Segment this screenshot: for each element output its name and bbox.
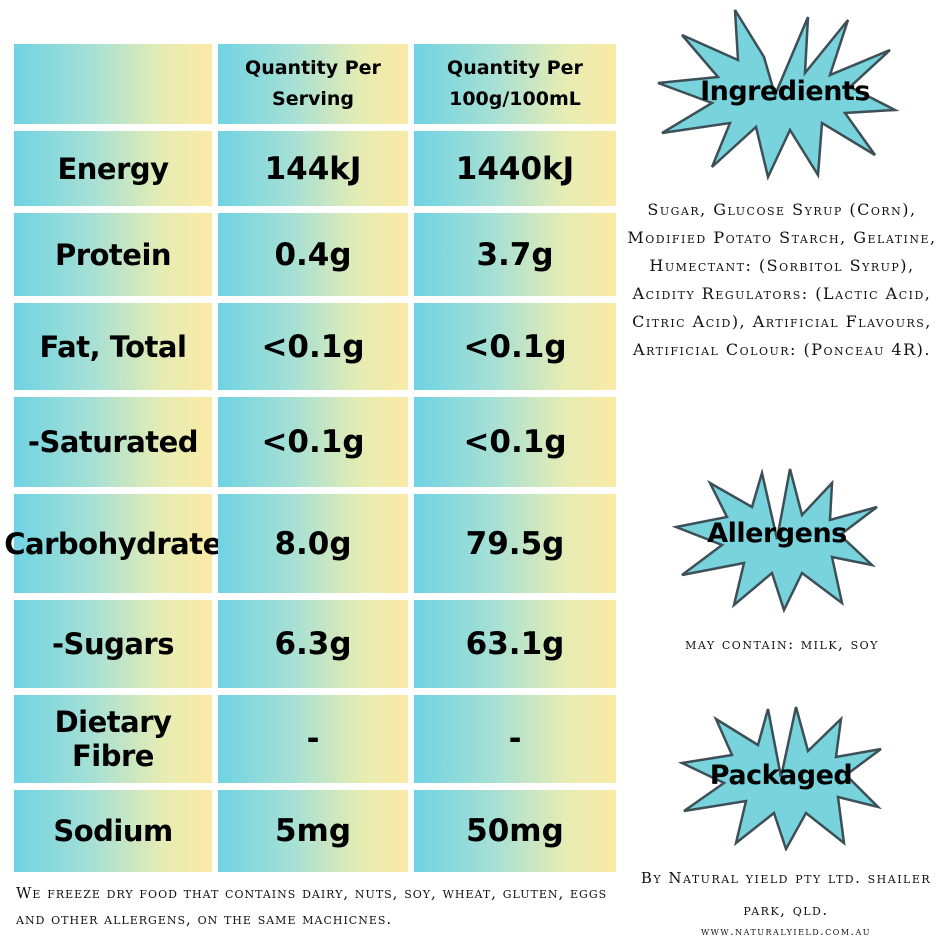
packaged-title: Packaged xyxy=(709,760,853,791)
allergens-starburst-badge xyxy=(672,468,878,613)
allergens-text: may contain: milk, soy xyxy=(685,635,879,653)
row-carbohydrate-serving: 8.0g xyxy=(218,494,408,593)
row-saturated-per100: <0.1g xyxy=(414,397,616,487)
header-empty-cell xyxy=(14,44,212,124)
row-dietary-fibre-serving: - xyxy=(218,695,408,783)
row-protein-per100: 3.7g xyxy=(414,213,616,296)
header-per-100g: Quantity Per 100g/100mL xyxy=(414,44,616,124)
row-sodium-per100: 50mg xyxy=(414,790,616,872)
row-label-carbohydrate: Carbohydrate xyxy=(4,494,222,593)
row-fat-total-per100: <0.1g xyxy=(414,303,616,390)
ingredients-text: Sugar, Glucose Syrup (Corn), Modified Po… xyxy=(627,200,937,359)
row-label-protein: Protein xyxy=(14,213,212,296)
row-label-sugars: -Sugars xyxy=(14,600,212,688)
row-label-energy: Energy xyxy=(14,131,212,206)
ingredients-starburst-badge xyxy=(657,9,900,181)
row-label-saturated: -Saturated xyxy=(14,397,212,487)
allergens-title: Allergens xyxy=(707,518,847,549)
row-fat-total-serving: <0.1g xyxy=(218,303,408,390)
ingredients-title: Ingredients xyxy=(700,76,870,107)
header-per-100g-text: Quantity Per 100g/100mL xyxy=(447,57,583,110)
row-carbohydrate-per100: 79.5g xyxy=(414,494,616,593)
row-sugars-serving: 6.3g xyxy=(218,600,408,688)
row-label-sodium: Sodium xyxy=(14,790,212,872)
header-per-serving: Quantity Per Serving xyxy=(218,44,408,124)
packaged-website: www.naturalyield.com.au xyxy=(700,925,872,938)
packaged-text: By Natural yield pty ltd. shailer park, … xyxy=(640,869,932,919)
row-sodium-serving: 5mg xyxy=(218,790,408,872)
packaged-starburst-badge xyxy=(677,706,883,851)
allergen-footer-note: We freeze dry food that contains dairy, … xyxy=(16,884,608,928)
row-energy-serving: 144kJ xyxy=(218,131,408,206)
row-label-fat-total: Fat, Total xyxy=(14,303,212,390)
row-sugars-per100: 63.1g xyxy=(414,600,616,688)
row-protein-serving: 0.4g xyxy=(218,213,408,296)
row-saturated-serving: <0.1g xyxy=(218,397,408,487)
row-label-dietary-fibre: Dietary Fibre xyxy=(14,695,212,783)
row-dietary-fibre-per100: - xyxy=(414,695,616,783)
row-energy-per100: 1440kJ xyxy=(414,131,616,206)
header-per-serving-text: Quantity Per Serving xyxy=(245,57,381,110)
